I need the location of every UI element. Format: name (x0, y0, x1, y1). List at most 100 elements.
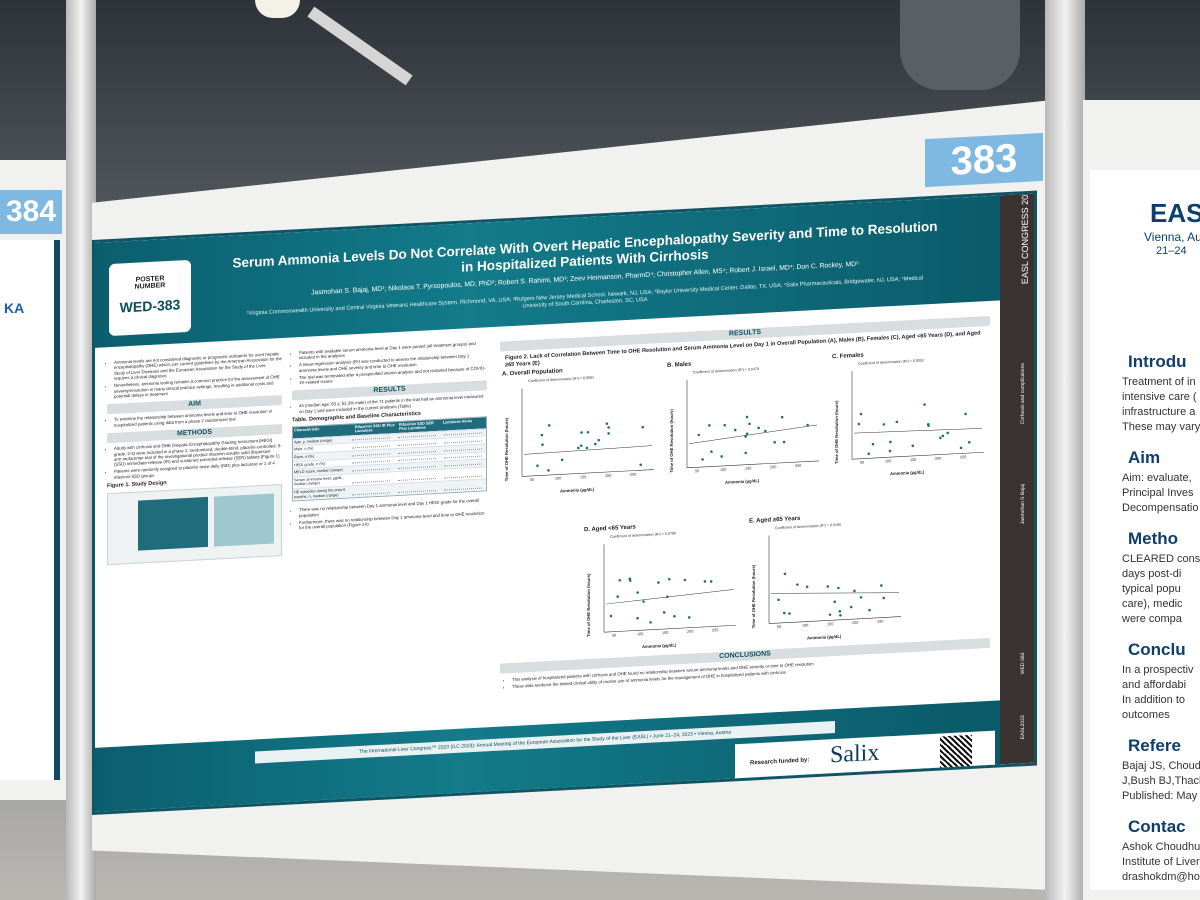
trend-line (688, 424, 818, 444)
scatter-dot (939, 436, 942, 440)
scatter-dot (720, 455, 723, 458)
scatter-dot (744, 451, 747, 455)
scatter-dot (708, 424, 711, 427)
scatter-dot (777, 598, 780, 602)
scatter-dot (805, 585, 809, 589)
text-line: Decompensatio (1122, 502, 1199, 514)
scatter-dot (871, 442, 875, 446)
section-heading: Metho (1128, 529, 1179, 548)
scatter-dot (585, 446, 589, 450)
design-box (214, 492, 274, 547)
scatter-dot (657, 581, 660, 584)
plot-area (603, 544, 736, 633)
scatter-dot (541, 443, 544, 447)
duct (900, 0, 1020, 90)
section-heading: Aim (1128, 448, 1161, 467)
scatter-dot (764, 429, 767, 433)
lower-list: There was no relationship between Day 1 … (292, 497, 487, 530)
scatter-dot (911, 444, 915, 448)
text-line: Institute of Liver an (1122, 856, 1200, 868)
scatter-dot (536, 464, 539, 468)
panel: D. Aged <65 Years Coefficient of determin… (582, 519, 740, 657)
text-line: intensive care ( (1122, 391, 1197, 403)
scatter-dot (744, 435, 747, 438)
scatter-dot (673, 615, 676, 618)
axis (852, 451, 984, 460)
scatter-dot (580, 431, 583, 434)
y-axis-label: Time of OHE Resolution (hours) (586, 573, 591, 638)
ceiling-light (255, 0, 300, 18)
text-line: Treatment of in (1122, 376, 1196, 388)
scatter-dot (959, 446, 963, 450)
panel: B. Males Coefficient of determination (R²… (665, 355, 823, 493)
scatter-dot (828, 613, 832, 617)
scatter-dot (667, 577, 671, 581)
sponsor-logo: Salix (830, 739, 880, 769)
x-axis-label: Ammonia (µg/dL) (890, 469, 925, 477)
x-tick-label: 150 (745, 466, 752, 471)
left-board-number: 384 (0, 190, 62, 234)
x-tick-label: 50 (777, 624, 782, 630)
scatter-dot (733, 428, 737, 432)
scatter-dot (880, 584, 883, 587)
scatter-dot (605, 422, 609, 425)
trend-line (523, 445, 653, 455)
scatter-dot (967, 441, 971, 444)
scatter-dot (888, 449, 892, 453)
right-poster: EASL Vienna, Au 21–24 Introdu Treatment o… (1090, 170, 1200, 890)
plot-area (686, 379, 819, 469)
axis (522, 469, 654, 477)
text-line: Published: May 2 (1122, 790, 1200, 802)
text-line: typical popu (1122, 583, 1181, 595)
y-axis-label: Time of OHE Resolution (hours) (669, 409, 674, 473)
x-tick-label: 100 (720, 467, 727, 473)
side-text: EASL2023 (1020, 715, 1026, 740)
text-line: These may vary (1122, 421, 1200, 433)
board-number: 383 (925, 132, 1043, 188)
table-column-header: Rifaximin SSD IR Plus Lactulose (354, 422, 395, 434)
x-tick-label: 50 (695, 469, 700, 474)
poster-number-label: POSTER NUMBER (134, 275, 166, 291)
panels: A. Overall Population Coefficient of dete… (500, 346, 990, 662)
plot-area (768, 535, 901, 624)
poster-number: WED-383 (119, 296, 181, 316)
x-tick-label: 50 (612, 633, 617, 638)
intro-column: Ammonia levels are not considered diagno… (107, 351, 282, 565)
scatter-dot (773, 440, 777, 444)
pole (1045, 0, 1085, 900)
x-tick-label: 200 (935, 456, 942, 461)
section-heading: Conclu (1128, 640, 1186, 659)
x-tick-label: 250 (630, 472, 637, 477)
methods-list: Adults with cirrhosis and OHE (Hepatic E… (107, 437, 282, 480)
pole (66, 0, 96, 900)
scatter-dot (687, 616, 691, 619)
scatter-dot (826, 585, 830, 588)
scatter-dot (609, 614, 613, 618)
table-column-header: Rifaximin SSD SER Plus Lactulose (398, 420, 434, 432)
x-tick-label: 200 (770, 465, 777, 470)
panel-title: C. Females (832, 352, 864, 361)
y-axis-label: Time of OHE Resolution (hours) (504, 417, 509, 482)
scatter-dot (859, 596, 863, 599)
scatter-dot (859, 412, 863, 416)
scatter-dot (853, 589, 856, 593)
scatter-dot (697, 433, 701, 437)
text-line: Principal Inves (1122, 487, 1194, 499)
x-axis-label: Ammonia (µg/dL) (807, 633, 842, 641)
scatter-dot (597, 438, 601, 442)
x-tick-label: 250 (960, 455, 967, 460)
scatter-dot (607, 432, 610, 435)
section-heading: Introdu (1128, 352, 1187, 371)
table-cell (444, 481, 482, 491)
scatter-dot (788, 612, 791, 615)
scatter-dot (703, 580, 707, 583)
scatter-dot (607, 426, 610, 429)
scatter-dot (783, 572, 787, 576)
table-column-header: Lactulose Alone (442, 418, 473, 425)
x-tick-label: 200 (605, 473, 612, 479)
scatter-dot (782, 440, 786, 444)
x-tick-label: 250 (877, 619, 884, 624)
x-axis-label: Ammonia (µg/dL) (642, 642, 677, 650)
x-tick-label: 200 (687, 629, 694, 634)
